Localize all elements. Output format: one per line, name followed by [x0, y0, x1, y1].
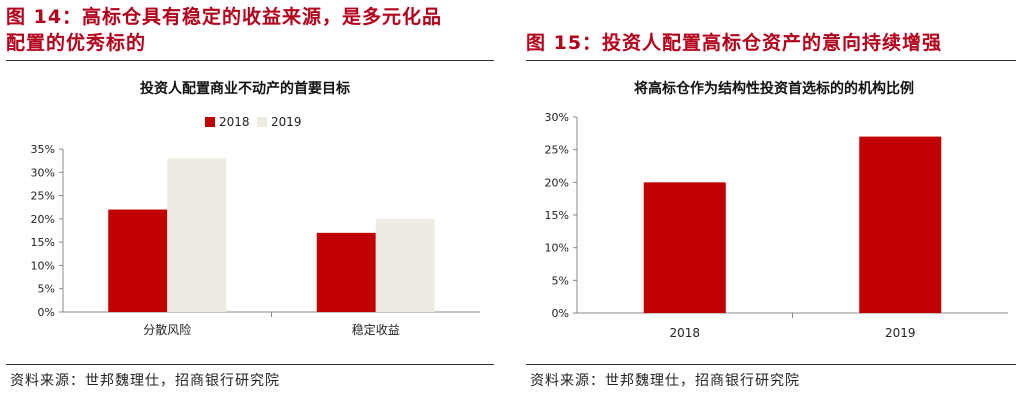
left-y-tick-label: 15% [31, 236, 55, 249]
left-y-tick-label: 5% [38, 283, 55, 296]
right-y-tick-label: 20% [545, 176, 569, 189]
figure-14-chart: 投资人配置商业不动产的首要目标 2018 2019 0% 5% 10% 15% 20% 25% 3… [31, 80, 480, 337]
figure-14-bottom-rule [6, 364, 494, 365]
legend-label-2019: 2019 [271, 115, 302, 129]
bar-2019-1 [375, 218, 435, 312]
x-tick-label: 稳定收益 [352, 322, 400, 337]
legend-swatch-2018 [205, 117, 215, 127]
x-tick-label: 2019 [885, 326, 916, 340]
bar-2019 [859, 136, 942, 313]
legend-label-2018: 2018 [219, 115, 250, 129]
left-y-tick-label: 25% [31, 190, 55, 203]
figure-15-top-rule [526, 60, 1016, 61]
figure-14-title-line-1: 图 14：高标仓具有稳定的收益来源，是多元化品 [6, 6, 443, 28]
chart-title: 投资人配置商业不动产的首要目标 [140, 80, 350, 97]
x-tick-label: 分散风险 [143, 322, 191, 337]
bar-2018 [643, 182, 726, 313]
figure-15-chart: 将高标仓作为结构性投资首选标的的机构比例 0% 5% 10% 15% 20% 25% 30% 2… [545, 80, 1008, 340]
left-y-tick-label: 20% [31, 213, 55, 226]
figure-14-panel: 图 14：高标仓具有稳定的收益来源，是多元化品 配置的优秀标的 投资人配置商业不… [0, 0, 500, 400]
right-y-tick-label: 10% [545, 242, 569, 255]
right-y-tick-label: 25% [545, 144, 569, 157]
figure-15-bottom-rule [526, 364, 1016, 365]
right-y-tick-label: 15% [545, 209, 569, 222]
right-y-tick-label: 30% [545, 111, 569, 124]
figure-15-title: 图 15：投资人配置高标仓资产的意向持续增强 [526, 32, 943, 54]
figure-15-source: 资料来源：世邦魏理仕，招商银行研究院 [530, 373, 800, 389]
bar-2018-0 [108, 209, 168, 312]
figure-14-title-line-2: 配置的优秀标的 [6, 32, 147, 54]
left-y-tick-label: 35% [31, 143, 55, 156]
left-y-tick-label: 0% [38, 306, 55, 319]
right-y-tick-label: 0% [552, 307, 569, 320]
legend-swatch-2019 [257, 117, 267, 127]
bar-2019-0 [167, 158, 227, 312]
left-y-tick-label: 10% [31, 259, 55, 272]
figure-14-top-rule [6, 60, 494, 61]
figure-15-panel: 图 15：投资人配置高标仓资产的意向持续增强 将高标仓作为结构性投资首选标的的机… [520, 0, 1028, 400]
left-y-tick-label: 30% [31, 166, 55, 179]
chart-title: 将高标仓作为结构性投资首选标的的机构比例 [634, 80, 914, 97]
bar-2018-1 [316, 232, 376, 312]
figure-14-title: 图 14：高标仓具有稳定的收益来源，是多元化品 配置的优秀标的 [6, 4, 500, 56]
right-y-tick-label: 5% [552, 274, 569, 287]
figure-14-source: 资料来源：世邦魏理仕，招商银行研究院 [10, 373, 280, 389]
x-tick-label: 2018 [669, 326, 700, 340]
